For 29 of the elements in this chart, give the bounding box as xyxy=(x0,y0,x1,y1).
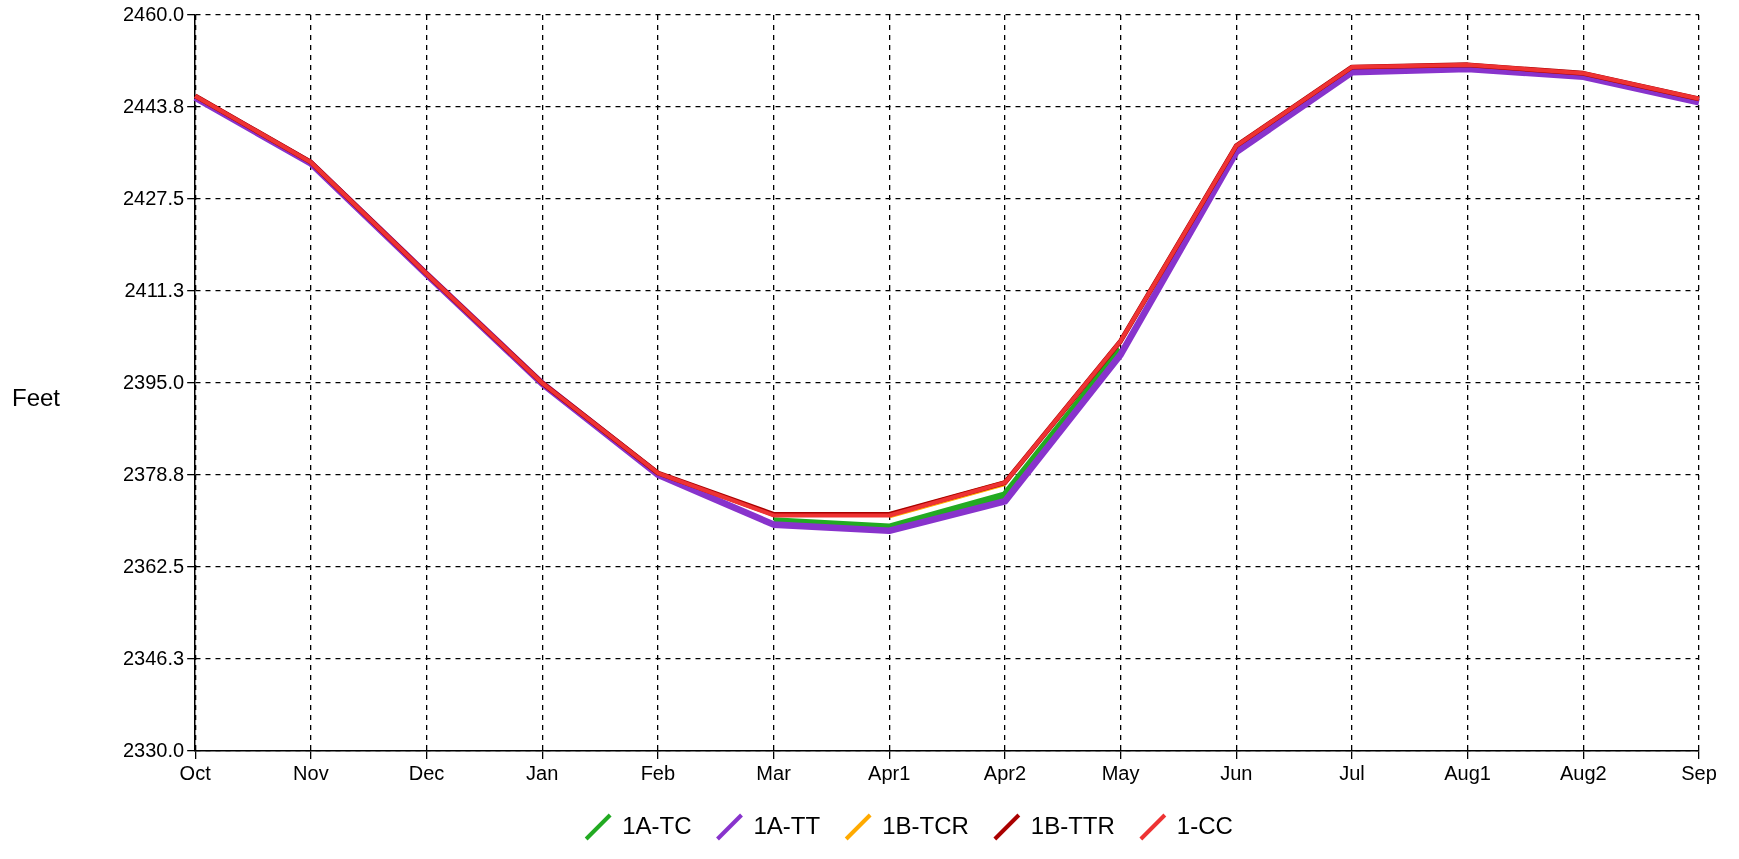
x-tick-label: Mar xyxy=(756,761,792,784)
x-tick-label: Sep xyxy=(1681,761,1717,784)
x-tick-label: Apr2 xyxy=(983,761,1027,784)
x-tick-label: Feb xyxy=(640,761,676,784)
y-tick-label: 2330.0 xyxy=(123,738,185,761)
y-tick-label: 2395.0 xyxy=(123,370,185,393)
x-tick-label: Apr1 xyxy=(868,761,911,784)
y-axis-title: Feet xyxy=(12,384,61,412)
y-tick-label: 2411.3 xyxy=(124,278,185,301)
x-tick-label: Dec xyxy=(408,761,445,784)
legend-label: 1B-TTR xyxy=(1030,811,1115,839)
x-tick-label: Aug1 xyxy=(1444,761,1491,784)
legend-label: 1-CC xyxy=(1176,811,1233,839)
x-tick-label: May xyxy=(1101,761,1140,784)
x-tick-label: Jul xyxy=(1339,761,1365,784)
y-tick-label: 2427.5 xyxy=(123,186,185,209)
x-tick-label: Nov xyxy=(293,761,329,784)
legend-label: 1B-TCR xyxy=(882,811,969,839)
y-tick-label: 2378.8 xyxy=(123,462,185,485)
x-tick-label: Aug2 xyxy=(1559,761,1607,784)
legend-label: 1A-TC xyxy=(622,811,692,839)
x-tick-label: Jan xyxy=(526,761,559,784)
x-tick-label: Oct xyxy=(179,761,212,784)
y-tick-label: 2346.3 xyxy=(123,646,185,669)
y-tick-label: 2443.8 xyxy=(123,94,185,117)
legend-label: 1A-TT xyxy=(753,811,821,839)
x-tick-label: Jun xyxy=(1220,761,1253,784)
y-tick-label: 2362.5 xyxy=(123,554,185,577)
y-tick-label: 2460.0 xyxy=(123,2,185,25)
